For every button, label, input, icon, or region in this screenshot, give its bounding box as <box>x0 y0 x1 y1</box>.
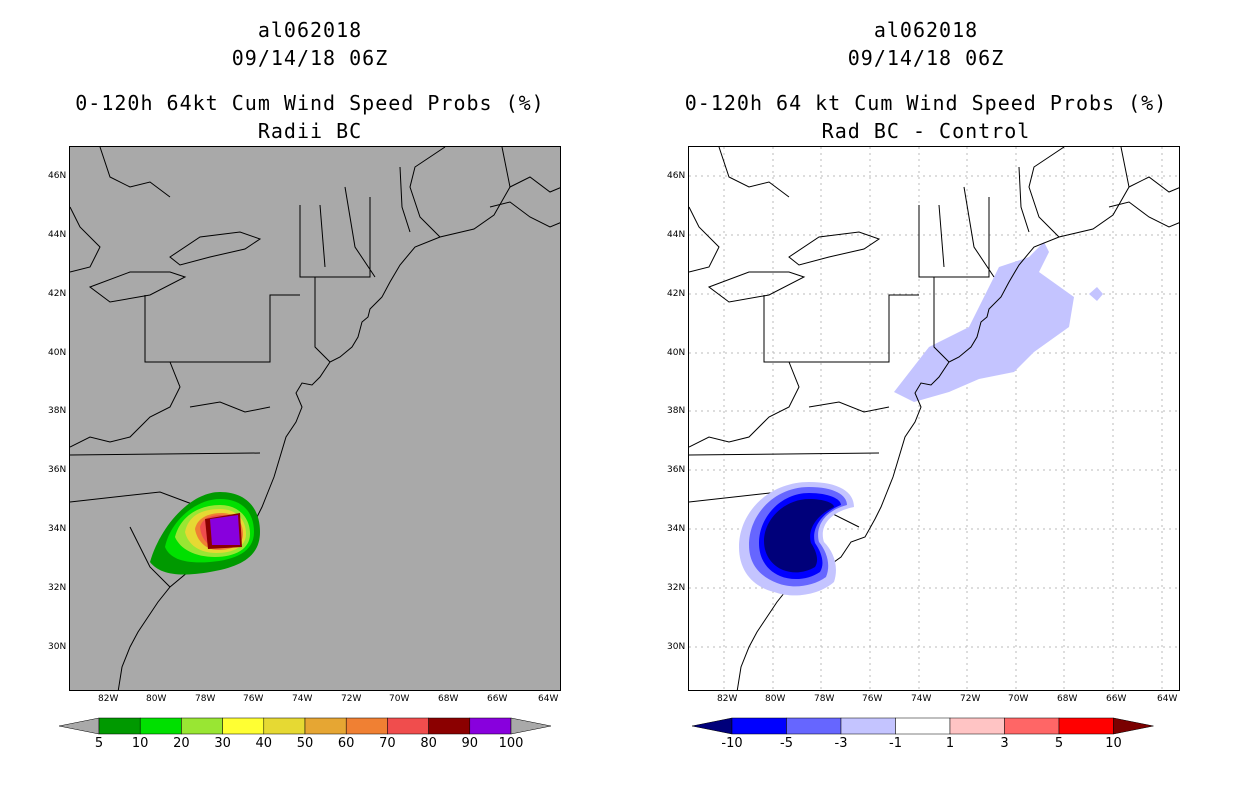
left-map-svg <box>70 147 560 690</box>
lon-label: 74W <box>911 694 932 704</box>
right-subtitle: Rad BC - Control <box>821 119 1031 143</box>
colorbar-label: 1 <box>945 736 955 751</box>
lat-label: 34N <box>48 524 67 534</box>
lat-label: 40N <box>667 348 686 358</box>
lon-label: 64W <box>1157 694 1178 704</box>
left-subtitle: Radii BC <box>257 119 363 143</box>
left-prob-swath <box>150 492 260 575</box>
colorbar-swatch <box>304 717 347 735</box>
lon-label: 76W <box>243 694 264 704</box>
lon-label: 72W <box>341 694 362 704</box>
lon-label: 66W <box>1106 694 1127 704</box>
right-coastlines <box>689 147 1179 690</box>
lat-label: 44N <box>667 230 686 240</box>
colorbar-label: -5 <box>780 736 793 751</box>
right-map[interactable] <box>688 146 1180 691</box>
colorbar-swatch <box>345 717 388 735</box>
lat-label: 40N <box>48 348 67 358</box>
right-storm-id: al062018 <box>873 18 979 42</box>
lat-label: 34N <box>667 524 686 534</box>
colorbar-swatch <box>181 717 223 735</box>
lat-label: 32N <box>48 583 67 593</box>
colorbar-label: 70 <box>379 736 396 751</box>
left-map[interactable] <box>69 146 561 691</box>
right-light-blue-swath <box>894 242 1074 402</box>
colorbar-label: 60 <box>337 736 355 751</box>
colorbar-label: 10 <box>1105 736 1122 751</box>
lat-label: 42N <box>667 289 686 299</box>
colorbar-label: 5 <box>1054 736 1064 751</box>
right-light-blue-blob <box>1089 287 1103 301</box>
lat-label: 30N <box>48 642 67 652</box>
right-negative-swath <box>739 482 854 596</box>
colorbar-label: 3 <box>1000 736 1009 751</box>
lon-label: 64W <box>538 694 559 704</box>
colorbar-label: -3 <box>834 736 848 751</box>
colorbar-swatch <box>786 717 842 735</box>
colorbar-swatch <box>469 717 512 735</box>
right-gridlines <box>689 147 1179 690</box>
lon-label: 82W <box>98 694 119 704</box>
colorbar-right-arrow <box>510 717 552 735</box>
lon-label: 76W <box>862 694 883 704</box>
lon-label: 70W <box>1008 694 1029 704</box>
lon-label: 72W <box>960 694 981 704</box>
colorbar-swatch <box>1004 717 1060 735</box>
lon-label: 82W <box>717 694 738 704</box>
lon-label: 74W <box>292 694 313 704</box>
colorbar-left-arrow <box>58 717 100 735</box>
lon-label: 68W <box>438 694 459 704</box>
lat-label: 36N <box>667 465 686 475</box>
colorbar-left-arrow <box>691 717 733 735</box>
right-datetime: 09/14/18 06Z <box>847 46 1005 70</box>
left-datetime: 09/14/18 06Z <box>231 46 389 70</box>
colorbar-label: 30 <box>214 736 231 751</box>
colorbar-label: 10 <box>131 736 149 751</box>
colorbar-swatch <box>731 717 787 735</box>
lon-label: 80W <box>765 694 786 704</box>
left-coastlines <box>70 147 560 690</box>
right-map-svg <box>689 147 1179 690</box>
left-title: 0-120h 64kt Cum Wind Speed Probs (%) <box>75 91 545 115</box>
lon-label: 66W <box>487 694 508 704</box>
colorbar-label: 50 <box>296 736 314 751</box>
colorbar-label: 100 <box>498 736 524 751</box>
colorbar-swatch <box>98 717 141 735</box>
colorbar-swatch <box>949 717 1005 735</box>
colorbar-label: 80 <box>420 736 437 751</box>
lon-label: 70W <box>389 694 410 704</box>
colorbar-swatch <box>263 717 306 735</box>
lon-label: 78W <box>195 694 216 704</box>
lon-label: 80W <box>146 694 167 704</box>
colorbar-swatch <box>1058 717 1114 735</box>
colorbar-label: 20 <box>173 736 190 751</box>
colorbar-label: 40 <box>255 736 273 751</box>
colorbar-right-arrow <box>1113 717 1154 735</box>
lat-label: 38N <box>667 406 686 416</box>
lat-label: 42N <box>48 289 67 299</box>
lat-label: 46N <box>667 171 686 181</box>
lat-label: 44N <box>48 230 67 240</box>
colorbar-label: -10 <box>721 736 743 751</box>
lat-label: 46N <box>48 171 67 181</box>
colorbar-swatch <box>428 717 471 735</box>
colorbar-swatch <box>139 717 182 735</box>
lat-label: 38N <box>48 406 67 416</box>
colorbar-label: -1 <box>889 736 902 751</box>
lat-label: 36N <box>48 465 67 475</box>
lon-label: 78W <box>814 694 835 704</box>
colorbar-swatch <box>222 717 265 735</box>
colorbar-swatch <box>387 717 429 735</box>
colorbar-label: 90 <box>461 736 479 751</box>
right-title: 0-120h 64 kt Cum Wind Speed Probs (%) <box>684 91 1168 115</box>
lat-label: 30N <box>667 642 686 652</box>
lat-label: 32N <box>667 583 686 593</box>
colorbar-label: 5 <box>94 736 104 751</box>
lon-label: 68W <box>1057 694 1078 704</box>
colorbar-swatch <box>895 717 951 735</box>
colorbar-swatch <box>840 717 896 735</box>
left-storm-id: al062018 <box>257 18 363 42</box>
